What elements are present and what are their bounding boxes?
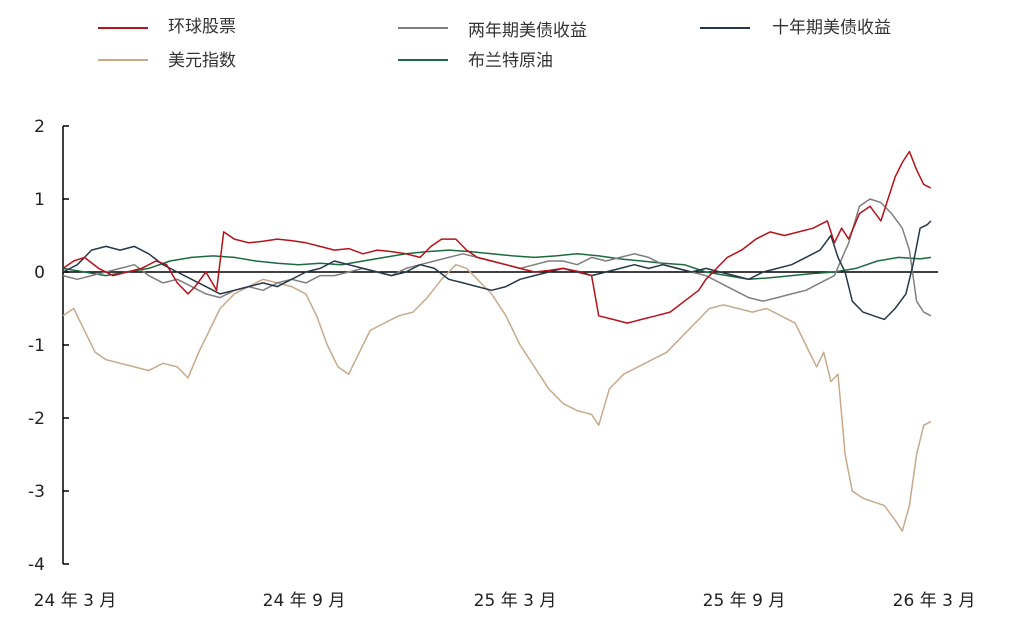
y-tick-label: -1 bbox=[28, 336, 45, 356]
chart-axes bbox=[62, 126, 938, 564]
legend-item: 十年期美债收益 bbox=[700, 18, 891, 38]
series-line bbox=[62, 150, 932, 324]
y-tick-label: -2 bbox=[28, 409, 45, 429]
y-tick-label: 1 bbox=[34, 190, 45, 210]
legend-item: 环球股票 bbox=[98, 17, 236, 37]
series-lines bbox=[62, 150, 932, 532]
x-tick-label: 25 年 9 月 bbox=[703, 591, 786, 611]
legend-label: 美元指数 bbox=[168, 51, 236, 71]
x-tick-label: 24 年 9 月 bbox=[263, 591, 346, 611]
series-line bbox=[62, 220, 932, 321]
x-tick-label: 24 年 3 月 bbox=[34, 591, 117, 611]
x-tick-label: 26 年 3 月 bbox=[893, 591, 976, 611]
legend-label: 两年期美债收益 bbox=[468, 21, 587, 41]
legend-item: 美元指数 bbox=[98, 51, 236, 71]
series-line bbox=[62, 263, 932, 532]
legend-item: 两年期美债收益 bbox=[398, 21, 587, 41]
series-line bbox=[62, 249, 932, 281]
y-tick-label: -4 bbox=[28, 555, 45, 575]
y-tick-label: 2 bbox=[34, 117, 45, 137]
y-axis-ticks: 2 1 0 -1 -2 -3 -4 bbox=[28, 117, 69, 575]
legend-label: 布兰特原油 bbox=[468, 51, 553, 71]
legend-label: 十年期美债收益 bbox=[772, 18, 891, 38]
legend-label: 环球股票 bbox=[168, 17, 236, 37]
legend-item: 布兰特原油 bbox=[398, 51, 553, 71]
y-tick-label: -3 bbox=[28, 482, 45, 502]
x-axis-ticks: 24 年 3 月 24 年 9 月 25 年 3 月 25 年 9 月 26 年 3 月 bbox=[34, 591, 976, 611]
x-tick-label: 25 年 3 月 bbox=[474, 591, 557, 611]
y-tick-label: 0 bbox=[34, 263, 45, 283]
